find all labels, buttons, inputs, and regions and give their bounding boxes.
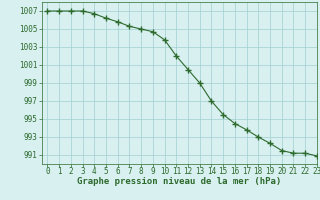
X-axis label: Graphe pression niveau de la mer (hPa): Graphe pression niveau de la mer (hPa) [77,177,281,186]
